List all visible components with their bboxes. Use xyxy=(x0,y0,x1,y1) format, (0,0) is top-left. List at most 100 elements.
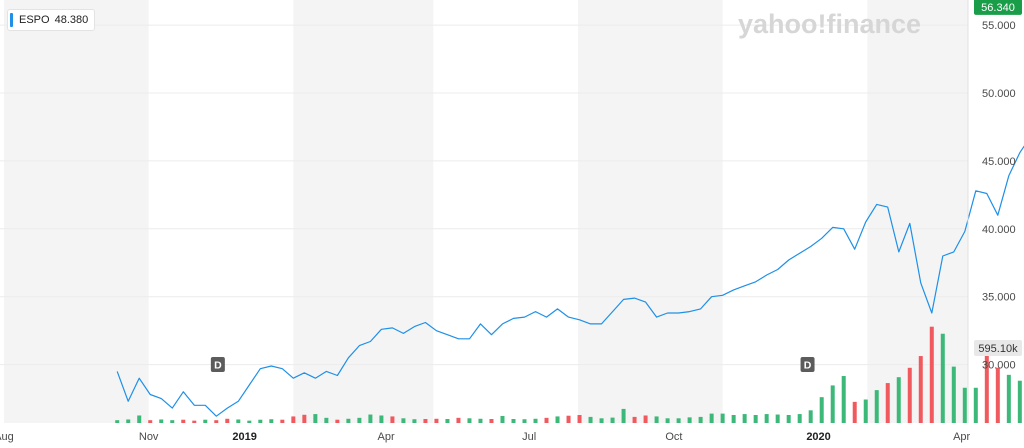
dividend-marker-label: D xyxy=(214,360,222,372)
month-bands xyxy=(4,0,968,423)
dividend-marker[interactable] xyxy=(800,357,815,372)
volume-bar xyxy=(819,397,824,423)
volume-bar xyxy=(423,419,428,423)
volume-bar xyxy=(885,383,890,423)
volume-bar xyxy=(786,415,791,423)
volume-bar xyxy=(775,414,780,423)
volume-bar xyxy=(236,419,241,423)
volume-bar xyxy=(181,419,186,423)
volume-bar xyxy=(742,414,747,423)
volume-bar xyxy=(379,415,384,423)
volume-bar xyxy=(533,418,538,423)
volume-bar xyxy=(797,414,802,423)
dividend-marker-label: D xyxy=(804,360,812,372)
volume-bar xyxy=(951,366,956,423)
volume-bar xyxy=(863,399,868,423)
volume-bar xyxy=(357,417,362,423)
x-tick-label: Aug xyxy=(0,431,14,443)
volume-bar xyxy=(698,416,703,423)
volume-bar xyxy=(676,418,681,423)
volume-bar xyxy=(808,410,813,423)
volume-bar xyxy=(555,416,560,423)
volume-bar xyxy=(214,420,219,423)
y-tick-label: 35.000 xyxy=(982,292,1016,304)
volume-bar xyxy=(918,356,923,423)
volume-bar xyxy=(500,415,505,423)
month-band xyxy=(293,0,434,423)
volume-bar xyxy=(401,418,406,423)
volume-bar xyxy=(588,416,593,423)
volume-bar xyxy=(511,419,516,423)
volume-bar xyxy=(126,419,131,423)
volume-bar xyxy=(522,419,527,423)
volume-bar xyxy=(841,376,846,423)
volume-bar xyxy=(896,377,901,423)
volume-bar xyxy=(203,419,208,423)
grid-lines xyxy=(0,24,968,366)
volume-bar xyxy=(412,419,417,423)
volume-bar xyxy=(467,418,472,423)
volume-bar xyxy=(929,326,934,423)
y-tick-label: 55.000 xyxy=(982,20,1016,32)
volume-bar xyxy=(753,415,758,423)
volume-bar xyxy=(665,418,670,423)
x-tick-label: 2019 xyxy=(232,431,256,443)
legend-swatch xyxy=(10,13,13,27)
dividend-marker[interactable] xyxy=(210,357,225,372)
volume-bar xyxy=(962,387,967,423)
volume-bar xyxy=(269,419,274,423)
volume-bar xyxy=(940,333,945,423)
volume-bar xyxy=(390,416,395,423)
volume-bar xyxy=(324,417,329,423)
volume-bar xyxy=(291,416,296,423)
volume-bar xyxy=(302,414,307,423)
month-band xyxy=(577,0,723,423)
y-tick-label: 50.000 xyxy=(982,88,1016,100)
y-tick-label: 30.000 xyxy=(982,360,1016,372)
volume-bars xyxy=(115,326,1022,423)
volume-bar xyxy=(225,418,230,423)
x-axis: AugNov2019AprJulOct2020AprJulOct xyxy=(0,431,971,443)
y-tick-label: 45.000 xyxy=(982,156,1016,168)
volume-bar xyxy=(720,413,725,423)
value-badges: 56.340 595.10k xyxy=(974,0,1022,356)
x-tick-label: Apr xyxy=(953,431,970,443)
month-band xyxy=(4,0,149,423)
volume-bar xyxy=(852,401,857,423)
volume-bar xyxy=(258,419,263,423)
volume-bar xyxy=(434,418,439,423)
volume-bar xyxy=(313,414,318,423)
volume-bar xyxy=(148,420,153,423)
x-tick-label: 2020 xyxy=(806,431,830,443)
price-series xyxy=(116,145,1024,417)
legend[interactable]: ESPO 48.380 xyxy=(7,9,96,31)
price-line xyxy=(116,145,1024,417)
volume-bar xyxy=(478,418,483,423)
yahoo-finance-watermark: yahoo!finance xyxy=(738,9,921,39)
legend-value: 48.380 xyxy=(54,14,89,26)
volume-bar xyxy=(544,417,549,423)
x-tick-label: Apr xyxy=(378,431,395,443)
volume-bar xyxy=(621,408,626,423)
y-axis: 55.000 50.000 45.000 40.000 35.000 30.000 xyxy=(967,0,1016,423)
month-band xyxy=(867,0,968,423)
last-volume-label: 595.10k xyxy=(978,343,1018,355)
volume-bar xyxy=(764,414,769,423)
volume-bar xyxy=(368,414,373,423)
volume-bar xyxy=(489,419,494,423)
volume-bar xyxy=(643,415,648,423)
volume-bar xyxy=(192,420,197,423)
volume-bar xyxy=(984,347,989,423)
volume-bar xyxy=(599,418,604,423)
volume-bar xyxy=(335,419,340,423)
x-tick-label: Nov xyxy=(139,431,159,443)
x-tick-label: Jul xyxy=(522,431,536,443)
volume-bar xyxy=(995,367,1000,423)
volume-bar xyxy=(907,367,912,423)
volume-bar xyxy=(577,415,582,423)
volume-bar xyxy=(346,418,351,423)
volume-bar xyxy=(830,385,835,423)
volume-bar xyxy=(874,390,879,423)
